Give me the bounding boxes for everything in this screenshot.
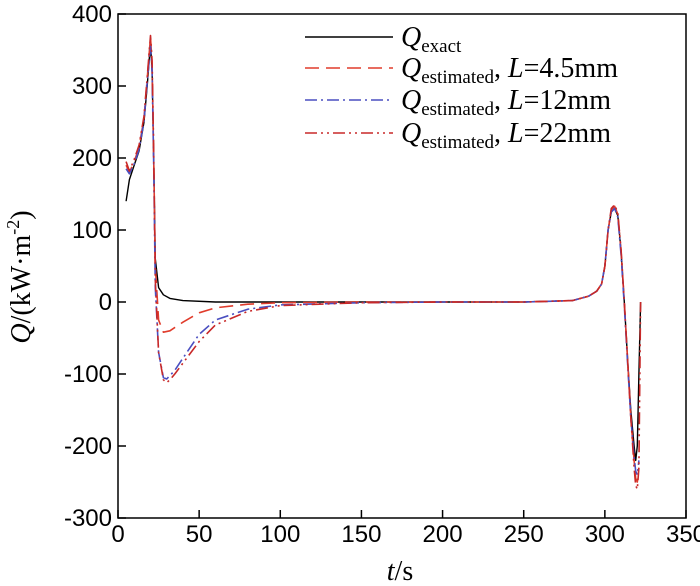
y-tick-label: 300 bbox=[72, 73, 112, 100]
plot-frame bbox=[117, 13, 687, 519]
x-axis-title: t/s bbox=[387, 556, 413, 586]
x-tick-label: 350 bbox=[666, 521, 700, 548]
y-tick-label: 200 bbox=[72, 145, 112, 172]
x-tick-label: 100 bbox=[260, 521, 300, 548]
y-tick-label: -100 bbox=[64, 361, 112, 388]
plot-border bbox=[117, 13, 687, 519]
x-tick-label: 300 bbox=[585, 521, 625, 548]
legend-entry-0: Qexact bbox=[401, 22, 462, 57]
y-tick-label: -300 bbox=[64, 505, 112, 532]
series-line-2 bbox=[125, 45, 640, 476]
x-axis-ticks: 0 50 100 150 200 250 300 350 bbox=[111, 510, 700, 548]
y-axis-ticks: -300 -200 -100 0 100 200 300 400 bbox=[64, 1, 126, 532]
legend-entry-2: Qestimated, L=12mm bbox=[401, 85, 611, 120]
x-tick-label: 0 bbox=[111, 521, 124, 548]
legend-entry-1: Qestimated, L=4.5mm bbox=[401, 53, 618, 88]
x-tick-label: 250 bbox=[504, 521, 544, 548]
x-tick-label: 50 bbox=[186, 521, 213, 548]
x-tick-label: 150 bbox=[341, 521, 381, 548]
y-tick-label: 0 bbox=[99, 289, 112, 316]
y-tick-label: 400 bbox=[72, 1, 112, 28]
y-tick-label: 100 bbox=[72, 217, 112, 244]
series-layer bbox=[125, 34, 642, 491]
y-tick-label: -200 bbox=[64, 433, 112, 460]
legend-entry-3: Qestimated, L=22mm bbox=[401, 118, 611, 153]
x-tick-label: 200 bbox=[423, 521, 463, 548]
y-axis-title: Q/(kW·m-2) bbox=[3, 210, 37, 343]
